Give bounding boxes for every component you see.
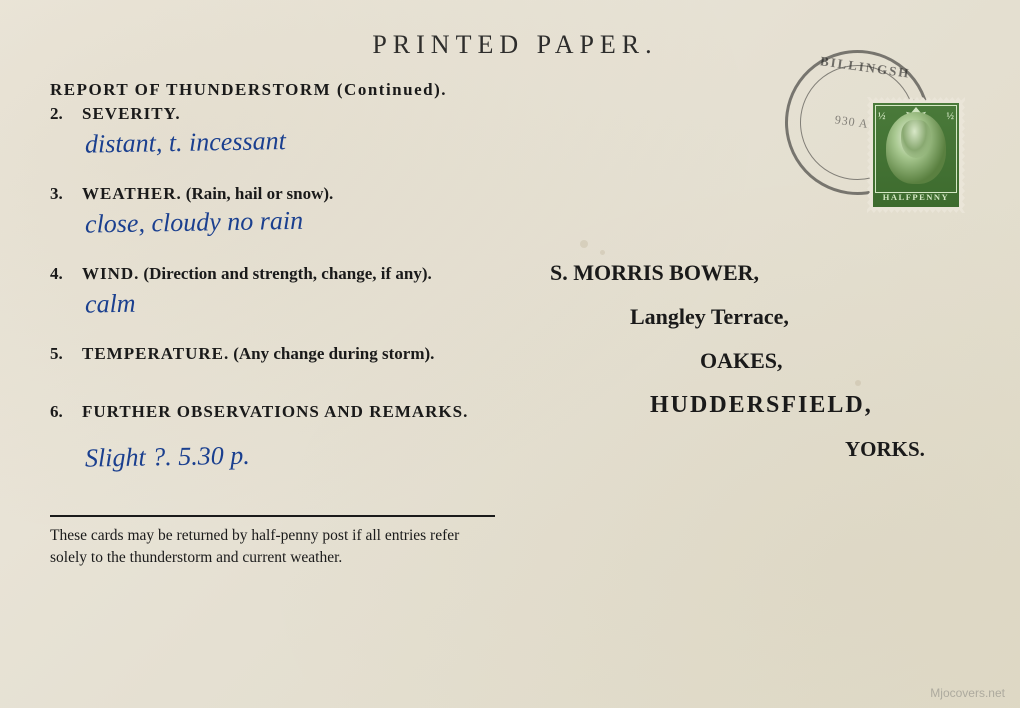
section-row: 6. FURTHER OBSERVATIONS AND REMARKS. <box>50 402 495 422</box>
section-row: 4. WIND. (Direction and strength, change… <box>50 264 495 284</box>
footer-text: These cards may be returned by half-penn… <box>50 525 495 568</box>
stamp-value-right: ½ <box>947 111 955 122</box>
recipient-address: S. MORRIS BOWER, Langley Terrace, OAKES,… <box>550 260 980 462</box>
recipient-name: S. MORRIS BOWER, <box>550 260 980 286</box>
handwritten-entry: Slight ?. 5.30 p. <box>85 436 495 473</box>
recipient-town: OAKES, <box>700 348 980 374</box>
address-column: BILLINGSH SEX 930 AM ½ ½ HALFPENNY S. MO… <box>515 80 980 668</box>
section-label: WEATHER. <box>82 184 182 203</box>
stamp-value-left: ½ <box>878 111 886 122</box>
stamp-denomination: HALFPENNY <box>883 192 949 202</box>
recipient-street: Langley Terrace, <box>630 304 980 330</box>
section-label: WIND. <box>82 264 139 283</box>
section-number: 6. <box>50 402 78 422</box>
report-section: 5. TEMPERATURE. (Any change during storm… <box>50 344 495 364</box>
report-section: 4. WIND. (Direction and strength, change… <box>50 264 495 316</box>
section-number: 2. <box>50 104 78 124</box>
report-section: 3. WEATHER. (Rain, hail or snow). close,… <box>50 184 495 236</box>
postage-stamp: ½ ½ HALFPENNY <box>870 100 962 210</box>
monarch-portrait <box>886 112 946 184</box>
section-number: 3. <box>50 184 78 204</box>
section-number: 5. <box>50 344 78 364</box>
stamp-inner: ½ ½ HALFPENNY <box>873 103 959 207</box>
divider-line <box>50 515 495 517</box>
section-label: FURTHER OBSERVATIONS AND REMARKS. <box>82 402 468 421</box>
recipient-county: YORKS. <box>845 437 980 462</box>
report-title: REPORT OF THUNDERSTORM (Continued). <box>50 80 495 100</box>
postcard: PRINTED PAPER. REPORT OF THUNDERSTORM (C… <box>0 0 1020 708</box>
recipient-city: HUDDERSFIELD, <box>650 392 980 419</box>
section-detail: (Any change during storm). <box>233 344 434 363</box>
content-area: REPORT OF THUNDERSTORM (Continued). 2. S… <box>50 80 980 668</box>
section-detail: (Direction and strength, change, if any)… <box>143 264 431 283</box>
report-column: REPORT OF THUNDERSTORM (Continued). 2. S… <box>50 80 515 668</box>
report-section: REPORT OF THUNDERSTORM (Continued). 2. S… <box>50 80 495 156</box>
report-section: 6. FURTHER OBSERVATIONS AND REMARKS. Sli… <box>50 402 495 470</box>
handwritten-entry: close, cloudy no rain <box>85 202 495 239</box>
section-row: 2. SEVERITY. <box>50 104 495 124</box>
section-label: TEMPERATURE. <box>82 344 229 363</box>
section-row: 3. WEATHER. (Rain, hail or snow). <box>50 184 495 204</box>
section-row: 5. TEMPERATURE. (Any change during storm… <box>50 344 495 364</box>
handwritten-entry: distant, t. incessant <box>85 122 495 159</box>
handwritten-entry: calm <box>85 282 495 319</box>
section-label: SEVERITY. <box>82 104 181 123</box>
section-number: 4. <box>50 264 78 284</box>
source-watermark: Mjocovers.net <box>930 686 1005 700</box>
section-detail: (Rain, hail or snow). <box>186 184 334 203</box>
